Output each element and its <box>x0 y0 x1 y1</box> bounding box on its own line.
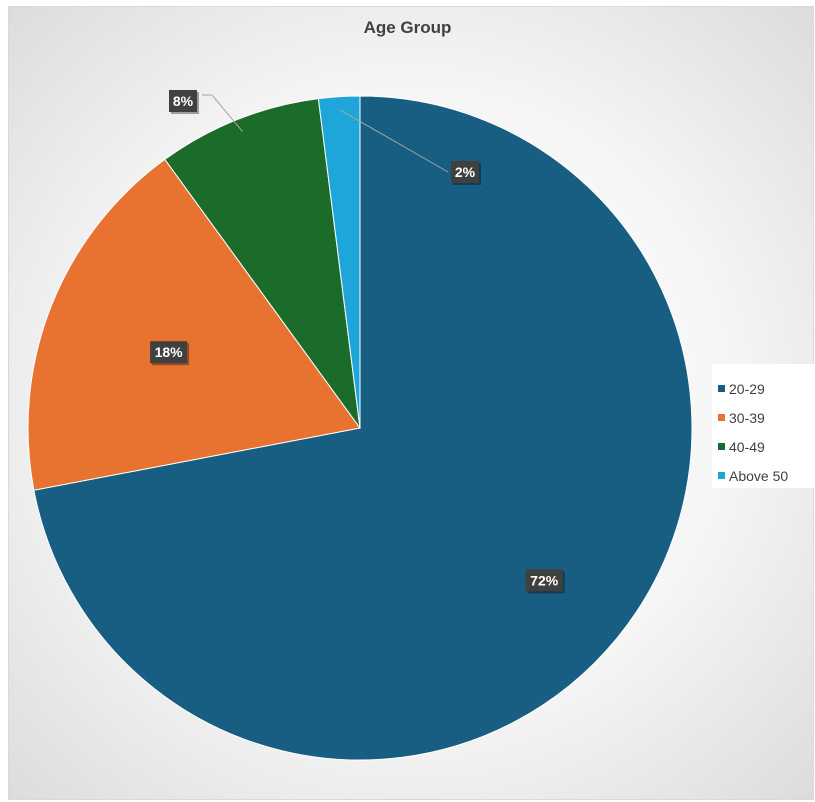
legend-label: 30-39 <box>729 409 765 426</box>
pie-slices <box>27 95 693 761</box>
leader-line <box>202 94 244 132</box>
legend-swatch <box>718 443 725 450</box>
legend-item-above-50: Above 50 <box>718 461 814 490</box>
data-label-40-49: 8% <box>169 90 199 114</box>
pie-slice-30-39 <box>27 158 361 491</box>
chart-title: Age Group <box>363 18 452 37</box>
legend-label: 20-29 <box>729 380 765 397</box>
pie-slice-above-50 <box>317 95 361 429</box>
data-label-above-50: 2% <box>451 161 481 185</box>
data-label-text: 8% <box>173 93 194 109</box>
pie-slice-20-29 <box>33 95 693 761</box>
leader-line <box>339 109 449 173</box>
data-label-box <box>451 161 479 183</box>
legend: 20-29 30-39 40-49 Above 50 <box>712 364 814 488</box>
data-label-30-39: 18% <box>150 341 190 366</box>
legend-item-20-29: 20-29 <box>718 374 814 403</box>
legend-item-30-39: 30-39 <box>718 403 814 432</box>
data-label-text: 18% <box>155 344 184 360</box>
legend-item-40-49: 40-49 <box>718 432 814 461</box>
leader-lines <box>202 94 449 173</box>
legend-label: Above 50 <box>729 467 789 484</box>
data-label-box <box>169 90 197 112</box>
data-label-20-29: 72% <box>525 569 565 594</box>
pie-slice-40-49 <box>164 98 361 429</box>
data-label-box <box>150 341 188 364</box>
legend-label: 40-49 <box>729 438 765 455</box>
data-label-text: 2% <box>455 164 476 180</box>
data-label-text: 72% <box>530 572 559 588</box>
data-labels: 72% 18% 8% 2% <box>150 90 565 594</box>
legend-swatch <box>718 414 725 421</box>
legend-swatch <box>718 472 725 479</box>
data-label-box <box>525 569 563 592</box>
legend-swatch <box>718 385 725 392</box>
